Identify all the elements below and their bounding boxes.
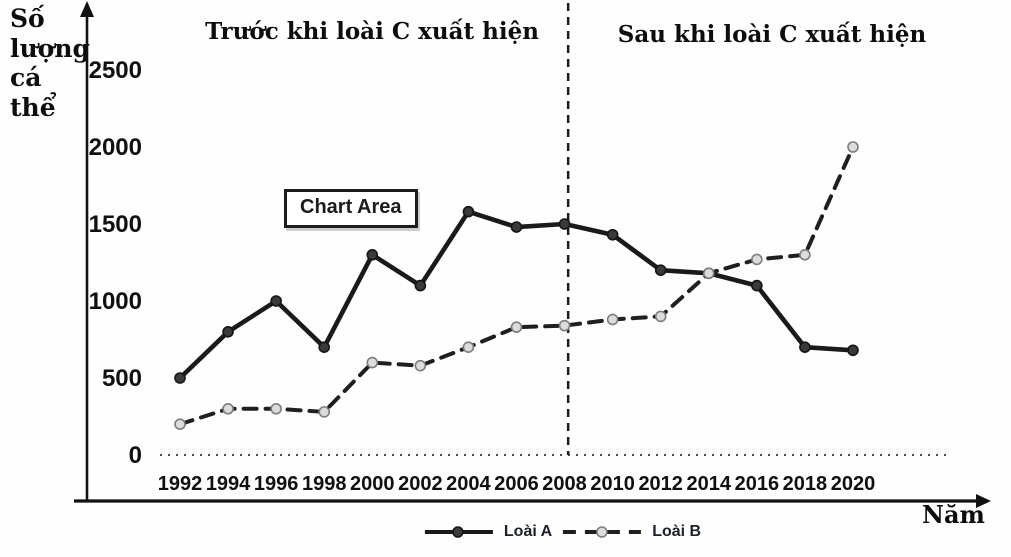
series-b-data-point [174, 418, 186, 431]
x-tick-label: 2010 [590, 473, 635, 495]
x-tick-label: 2012 [638, 473, 683, 495]
series-a-data-point [510, 221, 523, 233]
annotation-after-species-c: Sau khi loài C xuất hiện [617, 21, 927, 48]
x-tick-label: 1998 [302, 473, 347, 495]
series-b-data-point [270, 402, 282, 415]
y-tick-label: 0 [129, 442, 142, 469]
x-tick-label: 2002 [398, 473, 443, 495]
series-b-data-point [510, 321, 523, 333]
series-a-data-point [847, 344, 859, 357]
legend-label-species-b: Loài B [652, 523, 702, 540]
series-b-data-point [751, 253, 763, 266]
x-tick-label: 1992 [158, 473, 203, 495]
y-tick-label: 1500 [89, 211, 142, 238]
chart-area-label-box: Chart Area [284, 189, 418, 228]
x-axis-arrow [976, 494, 991, 508]
series-b-data-point [847, 141, 859, 153]
series-b-data-point [318, 406, 331, 418]
x-tick-label: 1994 [206, 473, 251, 495]
annotation-before-species-c: Trước khi loài C xuất hiện [205, 18, 539, 45]
legend-marker-b [596, 526, 608, 538]
y-tick-label: 2000 [89, 134, 142, 161]
x-tick-label: 2008 [542, 473, 587, 495]
series-a-data-point [270, 295, 282, 307]
series-a-data-point [558, 218, 571, 230]
y-tick-label: 1000 [89, 288, 142, 315]
series-a-line [177, 209, 856, 381]
x-tick-label: 2014 [687, 473, 732, 495]
x-tick-label: 2020 [831, 473, 876, 495]
series-a-data-point [174, 372, 186, 384]
series-a-data-point [318, 341, 331, 354]
series-b-line [178, 145, 855, 427]
series-a-data-point [751, 279, 763, 292]
series-a-data-point [222, 325, 234, 338]
series-a-data-point [366, 249, 379, 261]
series-b-data-point [462, 341, 475, 354]
series-b-data-point [222, 402, 234, 415]
series-b-data-point [606, 313, 619, 326]
x-axis-title: Năm [922, 500, 985, 529]
x-tick-label: 1996 [254, 473, 299, 495]
x-tick-label: 2018 [783, 473, 828, 495]
series-b-data-point [654, 310, 667, 323]
legend-label-species-a: Loài A [503, 523, 553, 540]
x-tick-label: 2006 [494, 473, 539, 495]
series-a-data-point [462, 205, 475, 218]
legend-solid-line-sample [424, 526, 493, 538]
series-b-data-point [702, 267, 715, 280]
series-b-data-point [414, 359, 427, 372]
y-axis-title: Số lượng cá thể [10, 4, 91, 122]
series-b-data-point [799, 249, 811, 261]
series-a-data-point [799, 341, 811, 354]
x-tick-label: 2016 [735, 473, 780, 495]
series-a-data-point [414, 279, 427, 292]
legend: Loài A Loài B [423, 523, 701, 541]
series-a-data-point [654, 264, 667, 277]
x-tick-label: 2000 [350, 473, 395, 495]
series-a-data-point [606, 228, 619, 241]
series-b-data-point [366, 356, 379, 369]
x-tick-label: 2004 [446, 473, 491, 495]
legend-dashed-line-sample [563, 526, 642, 538]
series-b-data-point [558, 319, 571, 332]
y-axis-arrow [80, 1, 94, 17]
legend-marker-a [452, 526, 464, 538]
y-tick-label: 500 [102, 365, 142, 392]
y-tick-label: 2500 [89, 57, 142, 84]
